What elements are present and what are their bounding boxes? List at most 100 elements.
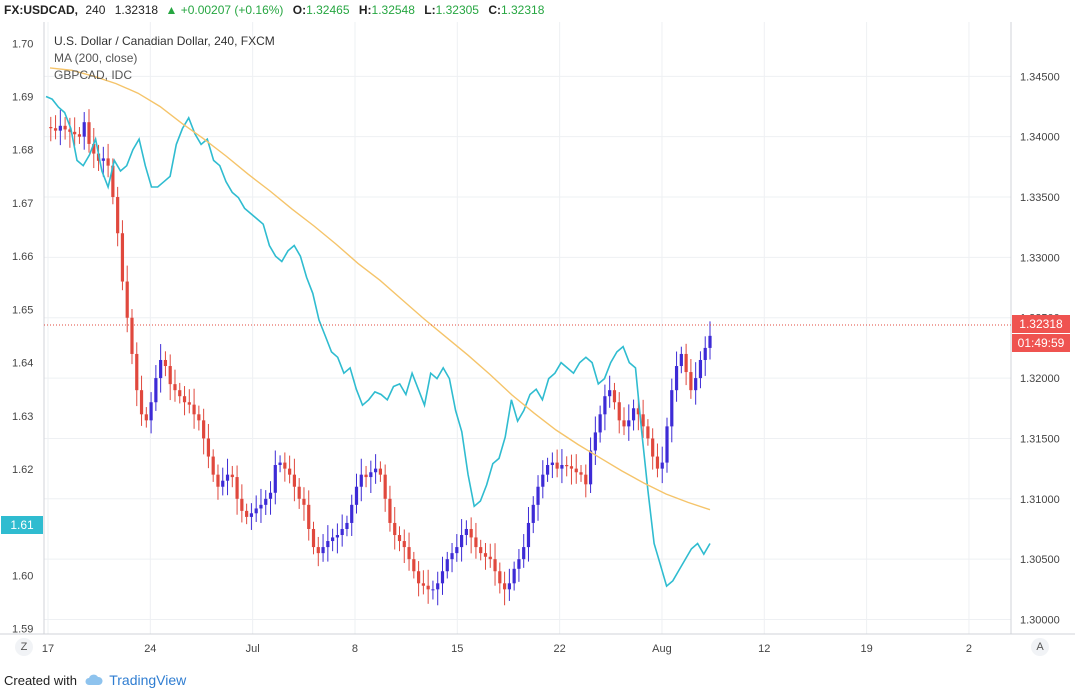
left-price-axis[interactable]: 1.70 1.69 1.68 1.67 1.66 1.65 1.64 1.63 1.62 1.61… [12,38,33,635]
candle-body [531,504,535,523]
created-with-label: Created with [4,673,77,688]
candle-body [622,420,626,427]
candle-body [383,474,387,499]
close-label: C: [488,3,501,17]
candle-body [507,583,511,590]
candle-body [159,359,163,379]
time-tick-label: 2 [966,643,972,655]
candle-body [450,553,454,560]
low-value: 1.32305 [435,3,479,17]
high-value: 1.32548 [371,3,415,17]
candle-body [87,122,91,144]
candle-body [197,414,201,421]
candle-body [402,541,406,548]
candle-body [326,541,330,548]
tradingview-brand[interactable]: TradingView [109,672,187,688]
left-tick-label: 1.64 [12,358,33,370]
candle-body [130,317,134,354]
candles-series [49,109,712,606]
candle-body [469,528,473,538]
time-tick-label: 24 [144,643,156,655]
candle-body [283,462,287,469]
candle-body [259,504,263,509]
timeframe-label[interactable]: 240 [85,3,106,17]
candle-body [302,498,306,505]
candle-body [694,378,698,391]
left-price-badge [1,516,43,534]
left-tick-label: 1.63 [12,411,33,423]
candle-body [689,372,693,391]
legend-main[interactable]: U.S. Dollar / Canadian Dollar, 240, FXCM [54,34,275,48]
compare-series [45,95,711,588]
candle-body [350,504,354,523]
candle-body [192,404,196,415]
time-tick-label: Aug [652,643,672,655]
compare-line [45,95,711,588]
candle-body [550,462,554,466]
time-tick-label: 17 [42,643,54,655]
zoom-reset-button[interactable]: Z [15,638,33,656]
candle-body [603,396,607,415]
last-price: 1.32318 [114,3,159,17]
candle-body [512,568,516,584]
candle-body [202,420,206,439]
candle-body [627,420,631,427]
candle-body [555,462,559,469]
candle-body [560,465,564,469]
candle-body [288,468,292,475]
candle-body [436,583,440,590]
candle-body [297,486,301,499]
candle-body [154,378,158,403]
open-label: O: [292,3,307,17]
time-tick-label: Jul [246,643,260,655]
candle-body [235,477,239,499]
candle-body [641,414,645,427]
left-tick-label: 1.65 [12,304,33,316]
candle-body [569,466,574,469]
candle-body [545,465,550,475]
close-value: 1.32318 [501,3,545,17]
candle-body [631,408,636,421]
price-chart[interactable]: 1.345001.340001.335001.330001.325001.320… [0,0,1075,670]
open-value: 1.32465 [306,3,350,17]
time-axis[interactable]: 17 24 Jul 8 15 22 Aug 12 19 2 [42,643,972,655]
candle-body [73,131,77,135]
ma-series [49,67,711,511]
time-tick-label: 8 [352,643,358,655]
candle-body [345,522,349,529]
candle-body [464,528,468,536]
candle-body [331,537,335,542]
candle-body [574,468,578,473]
candle-body [49,127,53,129]
candle-body [311,528,316,548]
candle-body [598,414,602,433]
candle-body [698,359,703,379]
candle-body [474,537,478,548]
candle-body [407,547,411,560]
legend-compare[interactable]: GBPCAD, IDC [54,68,132,82]
candle-body [388,498,392,523]
symbol-name[interactable]: FX:USDCAD, [4,3,78,17]
candle-body [517,559,521,569]
left-tick-label: 1.60 [12,570,33,582]
legend-ma[interactable]: MA (200, close) [54,51,137,65]
candle-body [292,474,297,487]
candle-body [230,474,234,478]
candle-body [426,585,430,590]
left-price-text: 1.61 [10,518,34,532]
candle-body [679,353,683,367]
candle-body [708,335,712,348]
candle-body [359,474,363,487]
auto-scale-button[interactable]: A [1031,638,1049,656]
left-tick-label: 1.70 [12,38,33,50]
candle-body [541,474,545,487]
candle-body [278,462,282,466]
symbol-header: FX:USDCAD, 240 1.32318 ▲ +0.00207 (+0.16… [0,0,1075,22]
candle-body [163,359,168,367]
candle-body [565,465,569,467]
candle-body [421,583,425,586]
right-tick-label: 1.31500 [1020,433,1060,445]
tradingview-cloud-icon [85,672,103,692]
candle-body [526,522,531,548]
candle-body [68,129,72,132]
